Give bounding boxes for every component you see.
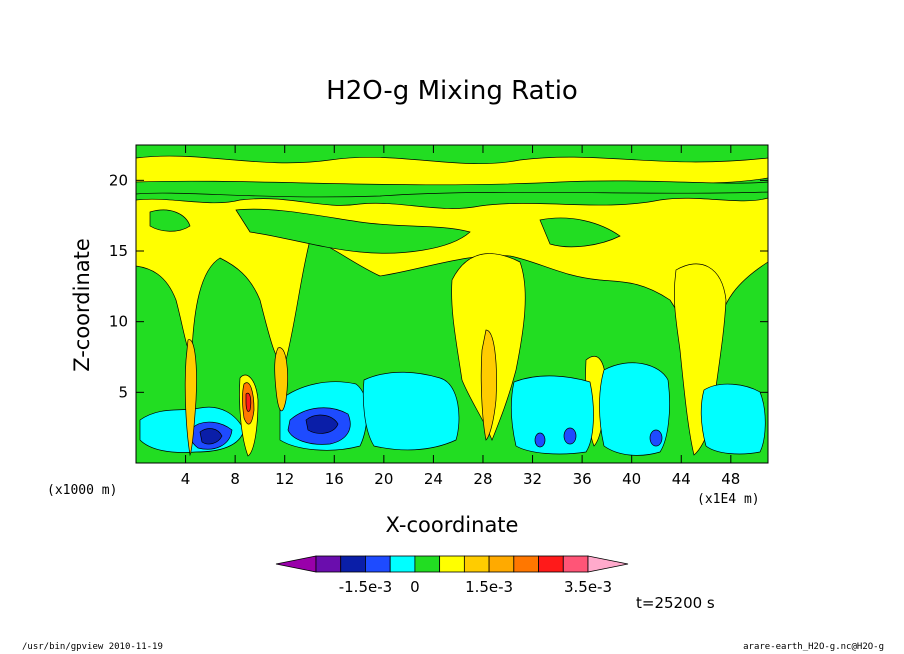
navy-core-16 bbox=[305, 414, 339, 434]
upper-green-stripe bbox=[136, 180, 768, 198]
cyan-region-48 bbox=[700, 383, 766, 455]
plot-frame bbox=[135, 144, 769, 464]
colorbar-cell bbox=[463, 555, 490, 573]
colorbar-label: -1.5e-3 bbox=[339, 578, 392, 596]
colorbar-cell bbox=[538, 555, 564, 573]
colorbar-over-triangle bbox=[587, 555, 629, 573]
blue-spot-42 bbox=[649, 429, 663, 447]
cyan-region-32 bbox=[510, 375, 594, 455]
y-tick-label: 10 bbox=[109, 313, 128, 331]
x-tick-label: 48 bbox=[721, 470, 740, 488]
updraft-column-12 bbox=[274, 347, 288, 412]
contour-field bbox=[136, 145, 768, 463]
plume-orange-28 bbox=[480, 329, 497, 441]
x-axis-unit: (x1000 m) bbox=[47, 483, 118, 498]
colorbar-cell bbox=[340, 555, 366, 573]
colorbar-cell bbox=[414, 555, 441, 573]
upper-yellow-mass bbox=[136, 197, 768, 382]
colorbar-cell bbox=[389, 555, 416, 573]
colorbar-cell bbox=[439, 555, 465, 573]
x-tick-label: 4 bbox=[181, 470, 191, 488]
x-tick-label: 16 bbox=[325, 470, 344, 488]
x-ticks: 4 8 12 16 20 24 28 32 36 40 44 48 bbox=[181, 145, 740, 488]
colorbar-cell bbox=[513, 555, 539, 573]
colorbar-label: 0 bbox=[410, 578, 420, 596]
x-tick-label: 24 bbox=[424, 470, 443, 488]
colorbar: -1.5e-3 0 1.5e-3 3.5e-3 bbox=[275, 555, 629, 596]
peak-red-9 bbox=[245, 392, 252, 412]
x-tick-label: 36 bbox=[573, 470, 592, 488]
colorbar-under-triangle bbox=[275, 555, 317, 573]
y-ticks: 5 10 15 20 bbox=[109, 171, 768, 401]
x-tick-label: 44 bbox=[672, 470, 691, 488]
footer-right: arare-earth_H2O-g.nc@H2O-g bbox=[743, 642, 884, 652]
x-tick-label: 20 bbox=[374, 470, 393, 488]
x-tick-label: 28 bbox=[473, 470, 492, 488]
colorbar-cell bbox=[488, 555, 515, 573]
chart-title: H2O-g Mixing Ratio bbox=[326, 76, 578, 106]
green-patch-c bbox=[149, 209, 191, 232]
x-tick-label: 32 bbox=[523, 470, 542, 488]
y-tick-label: 15 bbox=[109, 242, 128, 260]
y-tick-label: 5 bbox=[118, 383, 128, 401]
x-tick-label: 12 bbox=[275, 470, 294, 488]
updraft-column-5 bbox=[184, 339, 197, 457]
colorbar-label: 3.5e-3 bbox=[564, 578, 612, 596]
colorbar-cell bbox=[315, 555, 342, 573]
cyan-region-24 bbox=[362, 371, 460, 451]
navy-core-6 bbox=[199, 428, 223, 445]
x-tick-label: 40 bbox=[622, 470, 641, 488]
colorbar-cell bbox=[365, 555, 391, 573]
blue-spot-35 bbox=[563, 427, 577, 445]
green-patch-a bbox=[235, 208, 471, 254]
blue-spot-33 bbox=[534, 432, 546, 448]
x-tick-label: 8 bbox=[230, 470, 240, 488]
colorbar-label: 1.5e-3 bbox=[465, 578, 513, 596]
footer-left: /usr/bin/gpview 2010-11-19 bbox=[22, 642, 163, 652]
x-axis-label: X-coordinate bbox=[385, 513, 519, 537]
green-patch-b bbox=[539, 217, 621, 248]
colorbar-cell bbox=[562, 555, 589, 573]
x-axis-unit-secondary: (x1E4 m) bbox=[697, 492, 760, 507]
y-tick-label: 20 bbox=[109, 171, 128, 189]
time-annotation: t=25200 s bbox=[636, 594, 715, 612]
